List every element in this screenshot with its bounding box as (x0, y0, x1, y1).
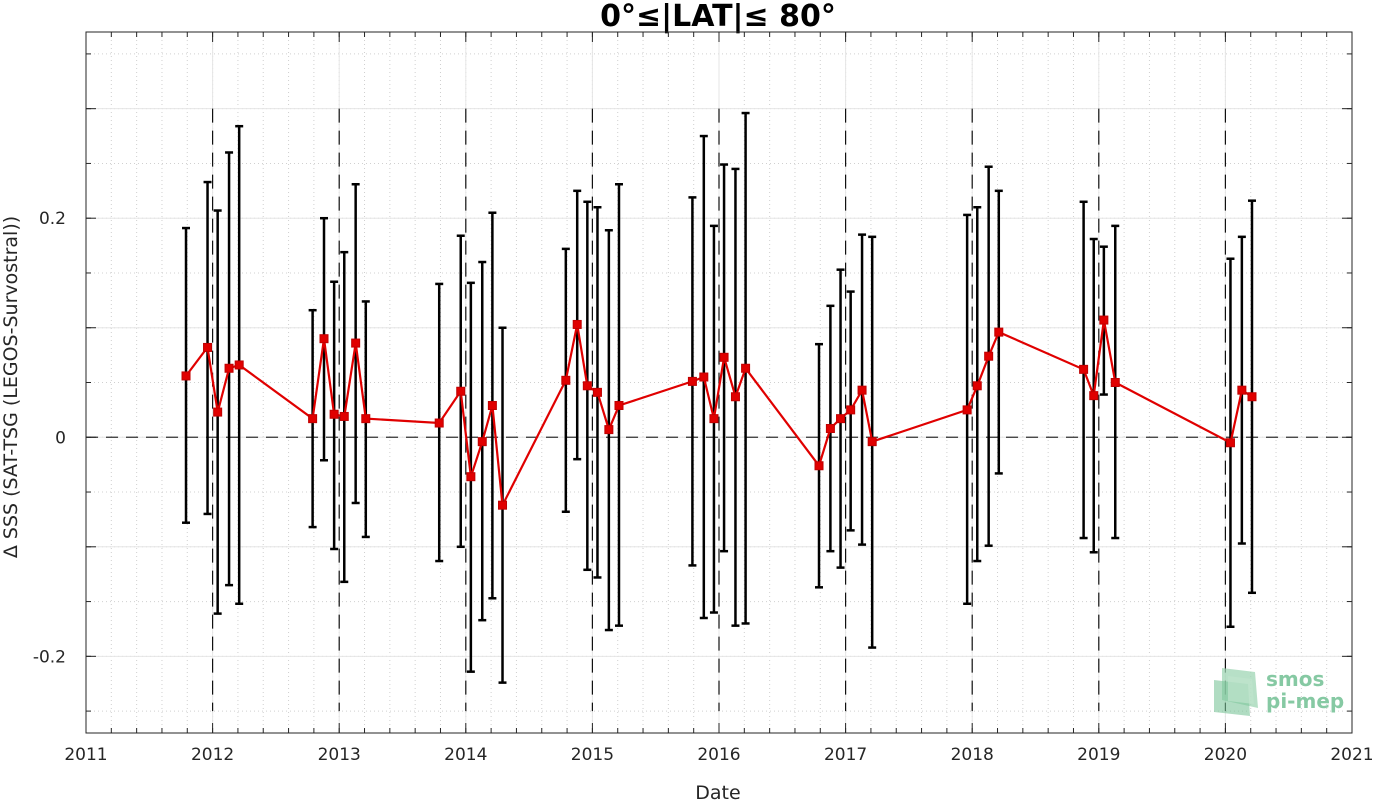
x-axis-label: Date (695, 782, 740, 801)
year-boundary-lines (212, 108, 1227, 712)
data-point-marker (234, 360, 244, 370)
data-point-marker (1089, 391, 1099, 401)
data-point-marker (994, 327, 1004, 337)
data-point-marker (867, 437, 877, 447)
x-tick-label: 2021 (1330, 745, 1373, 765)
series-markers (181, 315, 1257, 510)
x-tick-label: 2015 (571, 745, 614, 765)
data-point-marker (719, 352, 729, 362)
data-point-marker (319, 334, 329, 344)
data-point-marker (1110, 378, 1120, 387)
data-point-marker (308, 414, 318, 424)
data-point-marker (1225, 438, 1235, 448)
data-point-marker (836, 414, 846, 424)
data-point-marker (1247, 392, 1257, 402)
x-tick-labels: 2011 2012 2013 2014 2015 2016 2017 2018 2019 2020… (64, 745, 1373, 765)
data-point-marker (456, 386, 466, 396)
data-point-marker (1237, 385, 1247, 395)
data-point-marker (329, 409, 339, 419)
smos-pi-mep-logo: smos pi-mep (1214, 667, 1344, 716)
data-point-marker (857, 385, 867, 395)
x-tick-label: 2012 (191, 745, 234, 765)
x-tick-label: 2017 (824, 745, 867, 765)
data-point-marker (477, 437, 487, 447)
y-axis-label: Δ SSS (SAT-TSG (LEGOS-Survostral)) (0, 216, 22, 558)
logo-mark-icon (1214, 668, 1258, 716)
data-point-marker (814, 461, 824, 471)
x-tick-label: 2020 (1204, 745, 1247, 765)
data-point-marker (466, 472, 476, 482)
data-point-marker (351, 338, 361, 348)
data-point-marker (582, 381, 592, 391)
data-point-marker (572, 319, 582, 329)
data-point-marker (741, 363, 751, 373)
data-point-marker (1099, 315, 1109, 325)
data-point-marker (604, 425, 614, 435)
data-point-marker (846, 405, 856, 415)
x-tick-label: 2011 (64, 745, 107, 765)
data-point-marker (224, 363, 234, 373)
data-point-marker (984, 351, 994, 361)
data-point-marker (687, 376, 697, 386)
data-point-marker (434, 418, 444, 428)
y-tick-label: -0.2 (33, 647, 66, 667)
data-point-marker (592, 387, 602, 397)
data-point-marker (339, 411, 349, 421)
data-point-marker (487, 401, 497, 411)
y-tick-labels: -0.2 0 0.2 (33, 209, 66, 667)
data-point-marker (709, 414, 719, 424)
x-tick-label: 2014 (444, 745, 487, 765)
y-tick-label: 0 (55, 428, 66, 448)
data-point-marker (361, 414, 371, 424)
data-point-marker (1079, 364, 1089, 374)
axis-ticks (85, 32, 1353, 733)
data-point-marker (972, 381, 982, 391)
data-point-marker (561, 375, 571, 385)
x-tick-label: 2013 (318, 745, 361, 765)
series-line-path (185, 319, 1253, 510)
logo-text-pi-mep: pi-mep (1266, 689, 1344, 713)
y-tick-label: 0.2 (39, 209, 66, 229)
logo-text-smos: smos (1266, 667, 1324, 691)
data-point-marker (181, 371, 191, 381)
data-point-marker (962, 405, 972, 415)
series-line (185, 319, 1253, 510)
data-point-marker (825, 424, 835, 434)
data-point-marker (614, 401, 624, 411)
x-tick-label: 2018 (951, 745, 994, 765)
data-point-marker (213, 407, 223, 417)
data-point-marker (730, 392, 740, 402)
data-point-marker (498, 500, 508, 510)
x-tick-label: 2019 (1077, 745, 1120, 765)
x-tick-label: 2016 (697, 745, 740, 765)
data-point-marker (203, 342, 213, 352)
data-point-marker (699, 372, 709, 382)
chart-title: 0°≤|LAT|≤ 80° (600, 0, 836, 34)
